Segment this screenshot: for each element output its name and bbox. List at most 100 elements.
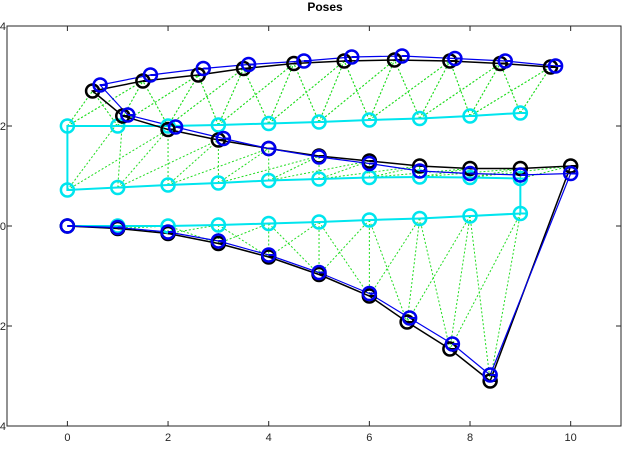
- blue-marker: [215, 130, 232, 147]
- cyan-marker: [260, 215, 277, 232]
- y-tick-label: 4: [0, 21, 6, 33]
- green-link: [167, 225, 219, 244]
- green-link: [318, 219, 370, 275]
- blue-marker: [311, 149, 327, 165]
- green-link: [419, 60, 451, 119]
- blue-marker: [361, 285, 378, 302]
- blue-marker: [343, 49, 360, 65]
- green-link: [369, 165, 420, 178]
- cyan-marker: [210, 117, 227, 133]
- green-link: [218, 224, 269, 258]
- green-link: [268, 63, 295, 124]
- green-link: [67, 129, 169, 191]
- green-link: [520, 165, 571, 179]
- green-link: [449, 213, 521, 350]
- cyan-marker: [462, 108, 478, 124]
- green-link: [218, 155, 320, 184]
- x-tick-label: 8: [467, 432, 473, 444]
- green-link: [167, 148, 269, 186]
- x-tick-label: 10: [565, 432, 577, 444]
- blue-marker: [401, 310, 418, 326]
- blue-marker: [447, 50, 463, 67]
- cyan-marker: [109, 179, 126, 196]
- cyan-marker: [311, 171, 327, 187]
- green-link: [469, 165, 571, 178]
- green-link: [369, 60, 451, 121]
- blue-marker: [142, 67, 159, 83]
- cyan-marker: [210, 217, 227, 233]
- y-tick-label: -2: [0, 321, 6, 333]
- green-link: [449, 60, 471, 117]
- paths-layer: [66, 55, 572, 383]
- cyan-path: [66, 112, 522, 227]
- cyan-marker: [311, 114, 327, 130]
- cyan-marker: [411, 110, 428, 127]
- green-link: [293, 63, 320, 123]
- blue-marker: [482, 367, 498, 383]
- blue-marker: [311, 264, 327, 281]
- blue-marker: [462, 165, 478, 182]
- cyan-marker: [260, 172, 277, 189]
- black-marker: [336, 53, 352, 69]
- green-link: [419, 168, 521, 178]
- green-link: [142, 80, 169, 127]
- black-marker: [462, 160, 478, 177]
- blue-marker: [547, 58, 564, 74]
- blue-marker: [361, 155, 378, 172]
- blue-marker: [167, 119, 184, 135]
- green-link: [92, 90, 119, 127]
- blue-marker: [92, 77, 108, 93]
- blue-marker: [109, 219, 126, 236]
- y-tick-label: 2: [0, 121, 6, 133]
- green-link: [268, 160, 370, 181]
- green-link: [499, 63, 521, 114]
- blue-marker: [444, 336, 461, 352]
- green-link: [318, 60, 345, 123]
- green-link: [218, 63, 295, 126]
- blue-marker: [210, 233, 227, 249]
- blue-marker: [59, 218, 76, 234]
- cyan-marker: [411, 210, 428, 227]
- green-link: [419, 63, 501, 119]
- cyan-marker: [512, 205, 529, 222]
- cyan-marker: [59, 182, 76, 198]
- black-marker: [160, 121, 176, 138]
- blue-marker: [195, 60, 212, 77]
- blue-marker: [296, 53, 312, 69]
- green-link: [197, 74, 219, 126]
- green-link: [449, 215, 471, 350]
- green-link: [318, 160, 370, 180]
- green-link: [318, 221, 370, 297]
- y-tick-label: -4: [0, 421, 6, 433]
- green-link: [343, 60, 370, 121]
- x-tick-label: 4: [266, 432, 272, 444]
- cyan-marker: [260, 115, 277, 132]
- cyan-marker: [59, 118, 76, 134]
- blue-marker: [160, 224, 176, 240]
- green-link: [117, 139, 219, 188]
- green-link: [394, 59, 421, 119]
- green-link: [519, 66, 551, 114]
- y-tick-label: 0: [0, 221, 6, 233]
- blue-marker: [394, 48, 410, 64]
- green-link: [469, 168, 521, 178]
- green-link: [66, 90, 93, 127]
- x-tick-label: 6: [366, 432, 372, 444]
- green-link: [368, 59, 395, 121]
- blue-marker: [497, 53, 513, 69]
- x-tick-label: 2: [165, 432, 171, 444]
- blue-marker: [562, 165, 579, 182]
- blue-marker: [260, 140, 277, 157]
- green-link: [489, 213, 521, 382]
- green-link: [369, 168, 471, 178]
- green-link: [167, 139, 219, 186]
- cyan-marker: [462, 208, 478, 224]
- cyan-marker: [512, 105, 529, 121]
- green-link: [167, 74, 199, 127]
- cyan-marker: [210, 175, 227, 191]
- blue-marker: [512, 167, 529, 183]
- black-marker: [286, 55, 302, 72]
- black-path: [67, 59, 572, 383]
- cyan-marker: [361, 112, 378, 128]
